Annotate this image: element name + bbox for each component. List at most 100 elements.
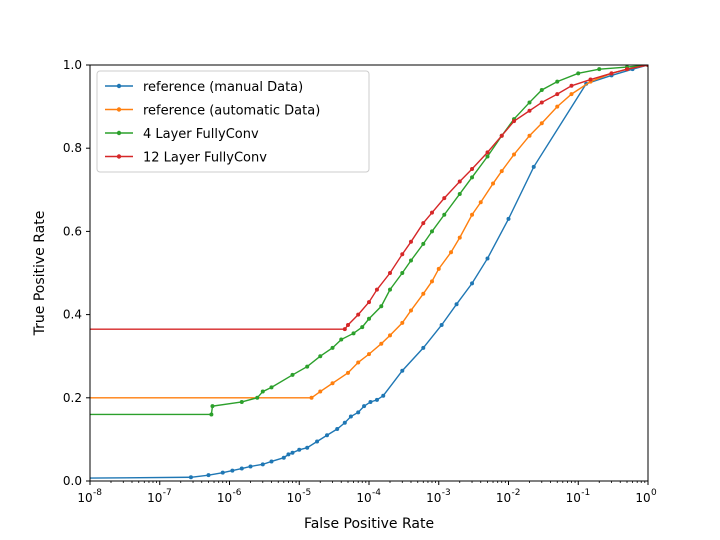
series-point: [351, 331, 356, 336]
series-point: [400, 252, 405, 257]
series-point: [362, 404, 367, 409]
series-point: [367, 316, 371, 321]
x-tick-exponent: -5: [302, 488, 311, 498]
x-tick-label: 10: [287, 491, 302, 505]
series-point: [348, 414, 353, 419]
y-tick-label: 1.0: [63, 58, 82, 72]
series-point: [442, 212, 447, 217]
y-tick-label: 0.4: [63, 308, 82, 322]
x-tick-exponent: -7: [163, 488, 172, 498]
series-point: [588, 77, 593, 82]
legend: reference (manual Data) reference (automa…: [96, 70, 370, 173]
series-point: [206, 473, 211, 478]
series-point: [408, 239, 413, 244]
series-point: [470, 212, 475, 217]
legend-marker: [116, 154, 122, 159]
series-point: [381, 393, 386, 398]
x-axis-label: False Positive Rate: [304, 516, 434, 532]
series-point: [449, 250, 454, 255]
x-tick-label: 10: [635, 491, 650, 505]
legend-marker: [116, 83, 122, 89]
series-point: [230, 468, 235, 473]
x-tick-label: 10: [217, 491, 232, 505]
series-point: [342, 420, 347, 425]
series-point: [439, 323, 444, 327]
series-point: [367, 352, 371, 357]
series-point: [309, 395, 314, 400]
series-point: [576, 71, 581, 76]
series-point: [260, 462, 265, 467]
series-point: [470, 175, 475, 180]
series-point: [220, 470, 225, 475]
series-point: [356, 312, 361, 317]
series-point: [512, 152, 517, 157]
series-point: [470, 281, 475, 286]
series-point: [539, 87, 544, 92]
series-point: [360, 325, 365, 330]
series-point: [367, 300, 371, 305]
series-point: [457, 191, 462, 196]
x-tick-exponent: -1: [581, 488, 590, 498]
series-point: [457, 179, 462, 184]
series-point: [248, 464, 253, 469]
series-point: [239, 399, 244, 404]
series-point: [269, 385, 274, 390]
series-point: [531, 164, 536, 169]
series-point: [442, 196, 447, 201]
x-tick-label: 10: [147, 491, 162, 505]
series-point: [374, 287, 379, 292]
series-point: [429, 279, 434, 284]
series-point: [499, 169, 504, 174]
series-point: [429, 210, 434, 215]
series-point: [539, 121, 544, 126]
series-point: [485, 150, 490, 155]
x-tick-exponent: 0: [651, 488, 657, 498]
series-point: [330, 381, 335, 386]
series-point: [485, 154, 490, 159]
series-point: [421, 291, 426, 296]
series-point: [408, 258, 413, 263]
series-point: [305, 445, 310, 450]
legend-label: 4 Layer FullyConv: [143, 127, 259, 142]
series-point: [597, 67, 602, 72]
series-point: [499, 133, 504, 138]
series-layer: [90, 65, 648, 480]
series-point: [421, 221, 426, 226]
series-point: [527, 133, 532, 138]
y-tick-label: 0.0: [63, 474, 82, 488]
series-point: [290, 450, 295, 455]
legend-label: reference (automatic Data): [143, 104, 320, 119]
series-point: [388, 287, 392, 292]
series-point: [286, 452, 291, 457]
y-tick-label: 0.6: [63, 224, 82, 238]
series-point: [388, 333, 392, 338]
series-point: [318, 354, 323, 359]
series-point: [339, 337, 344, 342]
series-point: [297, 447, 302, 452]
series-point: [470, 167, 475, 171]
series-point: [356, 360, 361, 365]
series-point: [188, 475, 193, 480]
legend-box: [96, 70, 370, 173]
legend-marker: [116, 130, 122, 136]
series-point: [429, 229, 434, 234]
series-point: [527, 100, 532, 105]
series-point: [512, 119, 517, 124]
series-point: [335, 427, 340, 431]
series-point: [255, 395, 260, 400]
series-point: [555, 104, 560, 109]
legend-label: 12 Layer FullyConv: [143, 151, 267, 166]
y-axis-label: True Positive Rate: [32, 211, 48, 337]
x-tick-exponent: -8: [93, 488, 102, 498]
x-tick-exponent: -2: [512, 488, 521, 498]
series-point: [305, 364, 310, 369]
series-point: [400, 271, 405, 275]
series-point: [210, 404, 215, 409]
series-point: [346, 370, 350, 375]
x-tick-label: 10: [426, 491, 441, 505]
ticks-layer: 10 -8 10 -7 10 -6 10 -5 10 -4 10 -3 10 -2 10 -1 10 00.00.…: [63, 58, 657, 505]
series-point: [478, 200, 483, 205]
series-point: [491, 181, 496, 186]
series-point: [555, 79, 560, 84]
